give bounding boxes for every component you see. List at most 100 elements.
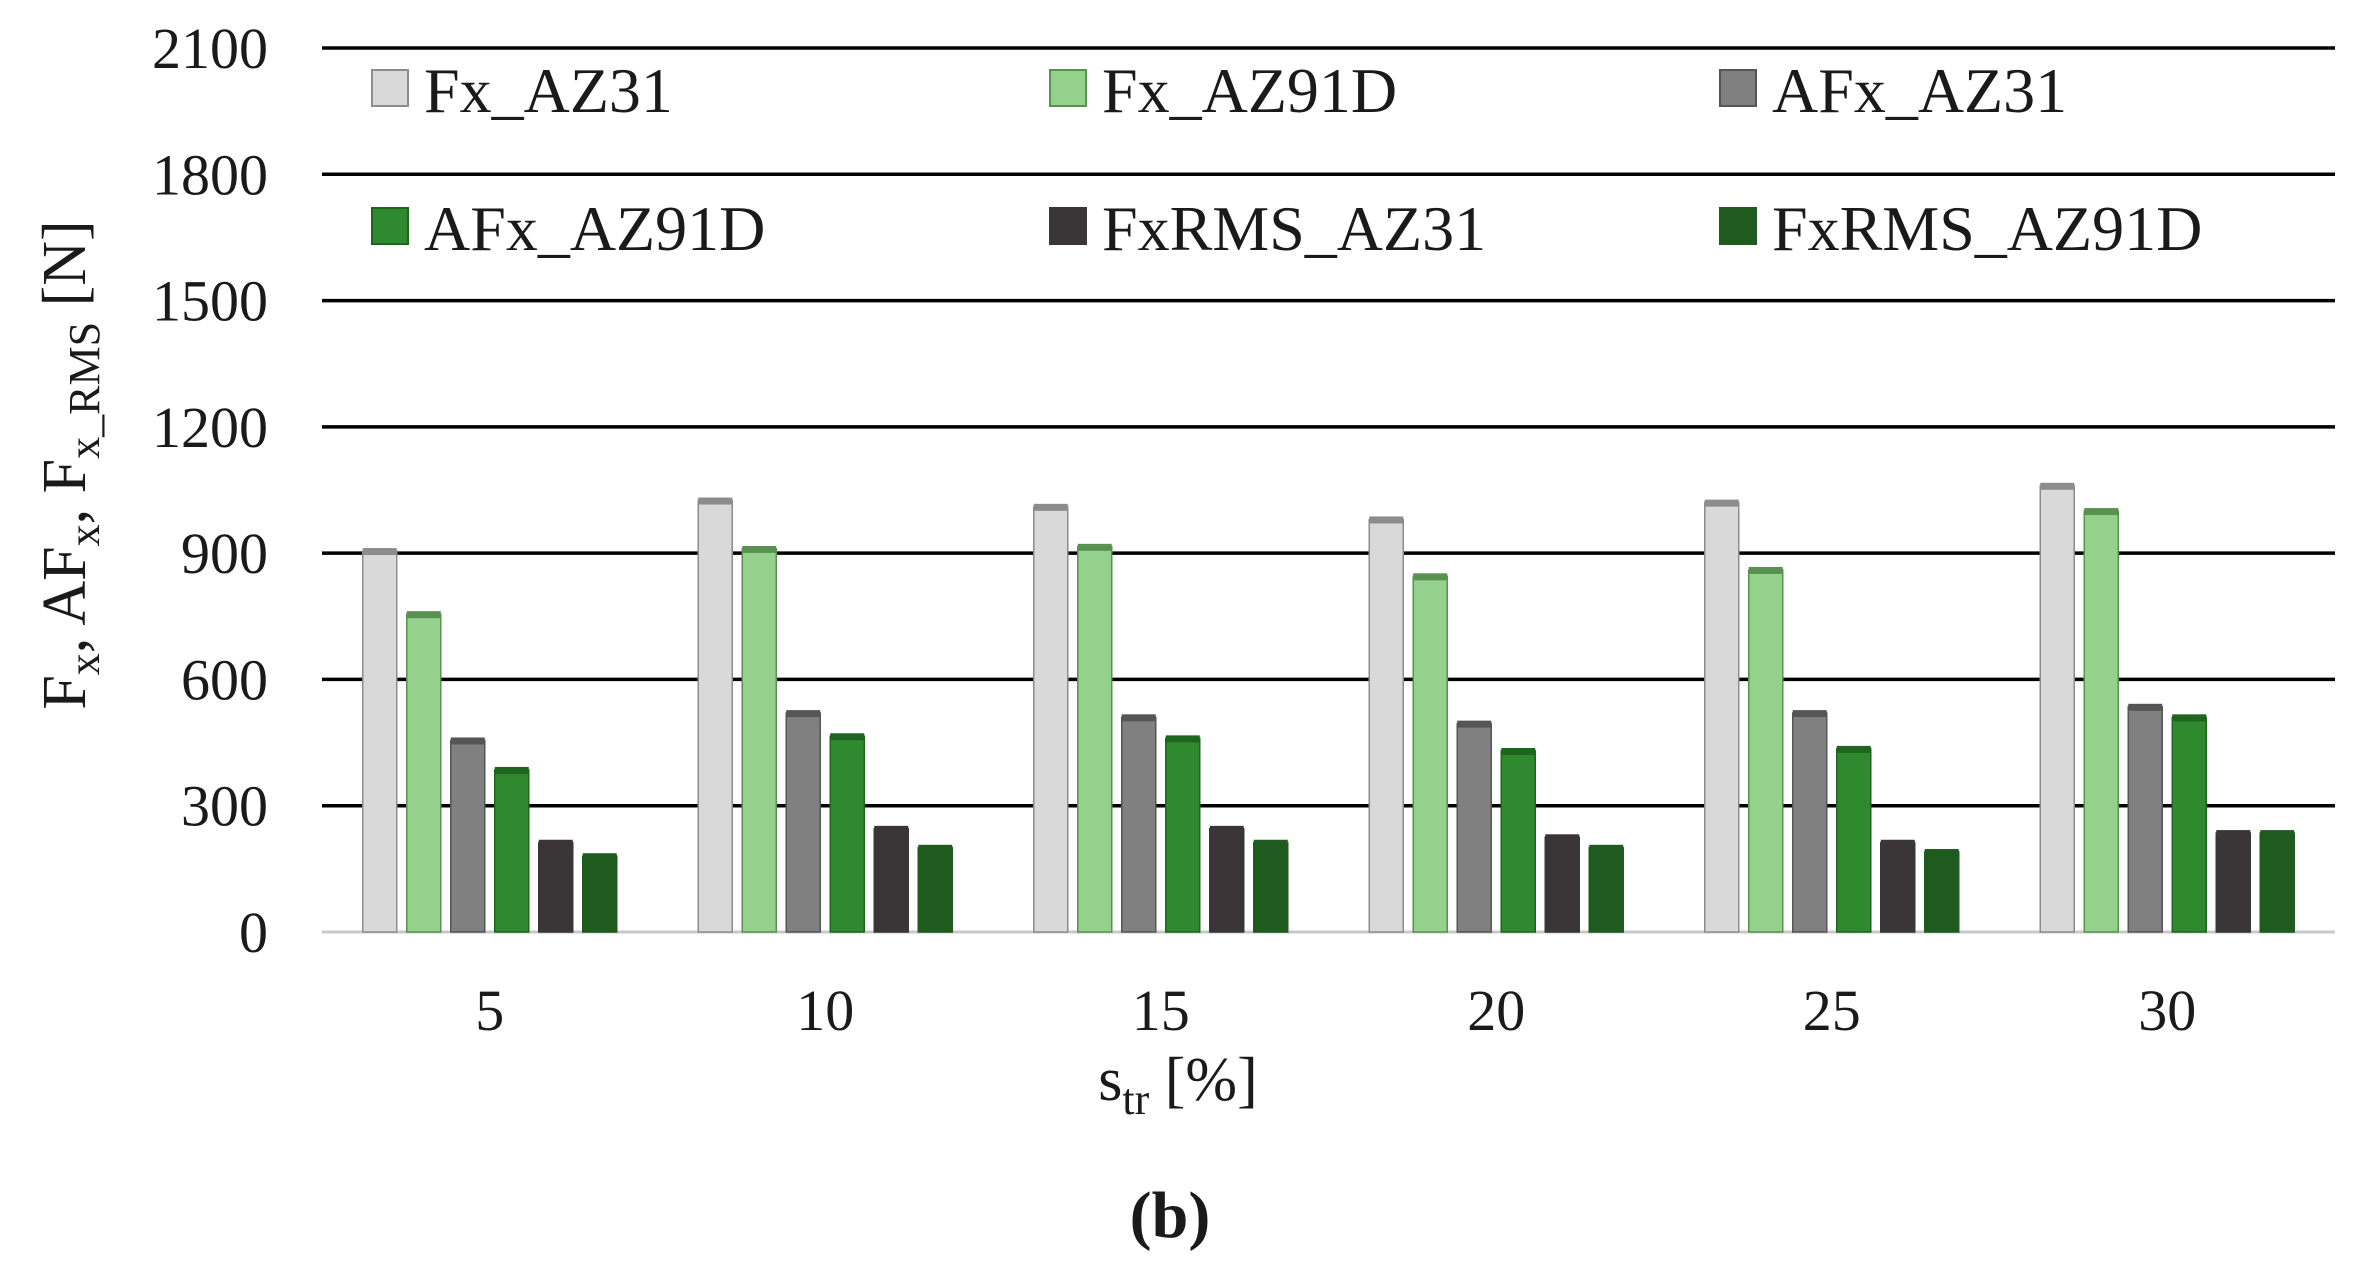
y-title-unit: [N] (31, 220, 99, 322)
bar-cap-Fx_AZ91D-25 (1748, 566, 1783, 574)
x-tick-label: 10 (796, 978, 854, 1043)
legend-label-FxRMS_AZ31: FxRMS_AZ31 (1102, 193, 1486, 264)
bars (362, 482, 2295, 933)
legend-label-Fx_AZ91D: Fx_AZ91D (1102, 55, 1397, 126)
legend: Fx_AZ31 Fx_AZ91D AFx_AZ31 AFx_AZ91D FxRMS_AZ… (371, 55, 2202, 264)
bar-cap-AFx_AZ91D-30 (2172, 714, 2207, 722)
bar-cap-AFx_AZ31-30 (2128, 703, 2163, 711)
bar-cap-Fx_AZ31-20 (1369, 516, 1404, 524)
bar-AFx_AZ91D-15 (1165, 737, 1201, 933)
bar-cap-Fx_AZ91D-10 (742, 545, 777, 553)
bar-FxRMS_AZ91D-30 (2259, 832, 2295, 933)
bar-cap-Fx_AZ31-25 (1704, 499, 1739, 507)
legend-swatch-FxRMS_AZ31 (1049, 207, 1087, 245)
x-title-unit: [%] (1149, 1046, 1257, 1114)
bar-cap-AFx_AZ31-10 (786, 710, 821, 718)
bar-cap-FxRMS_AZ31-30 (2216, 830, 2251, 838)
bar-cap-AFx_AZ91D-20 (1501, 747, 1536, 755)
legend-label-AFx_AZ31: AFx_AZ31 (1772, 55, 2067, 126)
bar-cap-FxRMS_AZ91D-25 (1924, 849, 1959, 857)
y-tick-label: 1500 (152, 269, 268, 334)
bar-cap-AFx_AZ31-25 (1792, 710, 1827, 718)
bar-cap-Fx_AZ91D-20 (1413, 573, 1448, 581)
bar-Fx_AZ31-30 (2039, 485, 2075, 933)
legend-swatch-AFx_AZ31 (1719, 69, 1757, 107)
bar-Fx_AZ91D-20 (1412, 575, 1448, 933)
bar-AFx_AZ91D-25 (1836, 748, 1872, 933)
bar-cap-FxRMS_AZ31-10 (874, 825, 909, 833)
bar-FxRMS_AZ91D-10 (917, 847, 953, 933)
y-tick-label: 1200 (152, 395, 268, 460)
bar-FxRMS_AZ91D-25 (1924, 851, 1960, 933)
bar-cap-Fx_AZ31-30 (2040, 482, 2075, 490)
bar-Fx_AZ91D-25 (1748, 569, 1784, 933)
bar-Fx_AZ91D-10 (741, 548, 777, 933)
bar-AFx_AZ91D-30 (2171, 716, 2207, 933)
bar-FxRMS_AZ91D-20 (1588, 847, 1624, 933)
x-title-sub: tr (1122, 1075, 1149, 1124)
bar-Fx_AZ31-5 (362, 550, 398, 933)
bar-cap-FxRMS_AZ91D-5 (582, 853, 617, 861)
bar-Fx_AZ31-25 (1704, 501, 1740, 933)
gridlines (322, 46, 2335, 934)
bar-AFx_AZ31-20 (1456, 722, 1492, 933)
y-title-sub1: x (60, 653, 109, 675)
y-title-sub2: x (60, 524, 109, 546)
y-tick-label: 300 (181, 774, 268, 839)
bar-cap-AFx_AZ91D-10 (830, 733, 865, 741)
bar-cap-FxRMS_AZ91D-15 (1253, 839, 1288, 847)
legend-swatch-FxRMS_AZ91D (1719, 207, 1757, 245)
bar-AFx_AZ91D-10 (829, 735, 865, 933)
bar-FxRMS_AZ31-30 (2215, 832, 2251, 933)
bar-cap-FxRMS_AZ91D-10 (918, 844, 953, 852)
x-axis-title: str [%] (1098, 1046, 1257, 1124)
bar-AFx_AZ31-5 (450, 739, 486, 933)
x-tick-label: 5 (475, 978, 504, 1043)
y-title-sep2: , F (31, 459, 99, 524)
bar-cap-Fx_AZ91D-5 (406, 611, 441, 619)
bar-cap-AFx_AZ91D-5 (494, 766, 529, 774)
bar-cap-Fx_AZ91D-30 (2084, 508, 2119, 516)
bar-Fx_AZ91D-5 (406, 613, 442, 933)
bar-cap-Fx_AZ31-15 (1033, 503, 1068, 511)
y-title-base: F (31, 675, 99, 709)
legend-label-Fx_AZ31: Fx_AZ31 (424, 55, 673, 126)
legend-label-AFx_AZ91D: AFx_AZ91D (424, 193, 765, 264)
bar-cap-AFx_AZ31-15 (1121, 714, 1156, 722)
legend-swatch-Fx_AZ31 (371, 69, 409, 107)
bar-Fx_AZ31-20 (1368, 518, 1404, 933)
bar-cap-FxRMS_AZ31-5 (538, 839, 573, 847)
bar-cap-FxRMS_AZ91D-30 (2260, 830, 2295, 838)
bar-cap-FxRMS_AZ91D-20 (1589, 844, 1624, 852)
y-tick-label: 0 (239, 900, 268, 965)
bar-Fx_AZ91D-15 (1077, 546, 1113, 933)
bar-AFx_AZ91D-20 (1500, 750, 1536, 933)
x-tick-label: 25 (1803, 978, 1861, 1043)
y-tick-label: 1800 (152, 142, 268, 207)
bar-AFx_AZ91D-5 (494, 769, 530, 933)
y-title-sep1: , AF (31, 546, 99, 653)
y-tick-label: 2100 (152, 16, 268, 81)
bar-Fx_AZ31-10 (697, 499, 733, 933)
figure-caption: (b) (1130, 1179, 1211, 1252)
x-title-base: s (1098, 1046, 1122, 1114)
y-axis-title: Fx, AFx, Fx_RMS [N] (31, 220, 109, 709)
bar-FxRMS_AZ91D-5 (582, 855, 618, 933)
bar-AFx_AZ31-30 (2127, 706, 2163, 933)
y-axis-ticks: 0 300 600 900 1200 1500 1800 2100 (152, 16, 268, 965)
x-tick-label: 30 (2138, 978, 2196, 1043)
bar-FxRMS_AZ31-20 (1544, 836, 1580, 933)
bar-Fx_AZ31-15 (1033, 506, 1069, 933)
bar-cap-AFx_AZ31-20 (1457, 720, 1492, 728)
bar-cap-Fx_AZ31-5 (362, 548, 397, 556)
legend-swatch-Fx_AZ91D (1049, 69, 1087, 107)
bar-cap-Fx_AZ91D-15 (1077, 543, 1112, 551)
bar-FxRMS_AZ31-15 (1209, 828, 1245, 933)
bar-Fx_AZ91D-30 (2083, 510, 2119, 933)
legend-swatch-AFx_AZ91D (371, 207, 409, 245)
bar-cap-AFx_AZ91D-15 (1165, 735, 1200, 743)
y-tick-label: 900 (181, 521, 268, 586)
bar-AFx_AZ31-15 (1121, 716, 1157, 933)
y-tick-label: 600 (181, 647, 268, 712)
